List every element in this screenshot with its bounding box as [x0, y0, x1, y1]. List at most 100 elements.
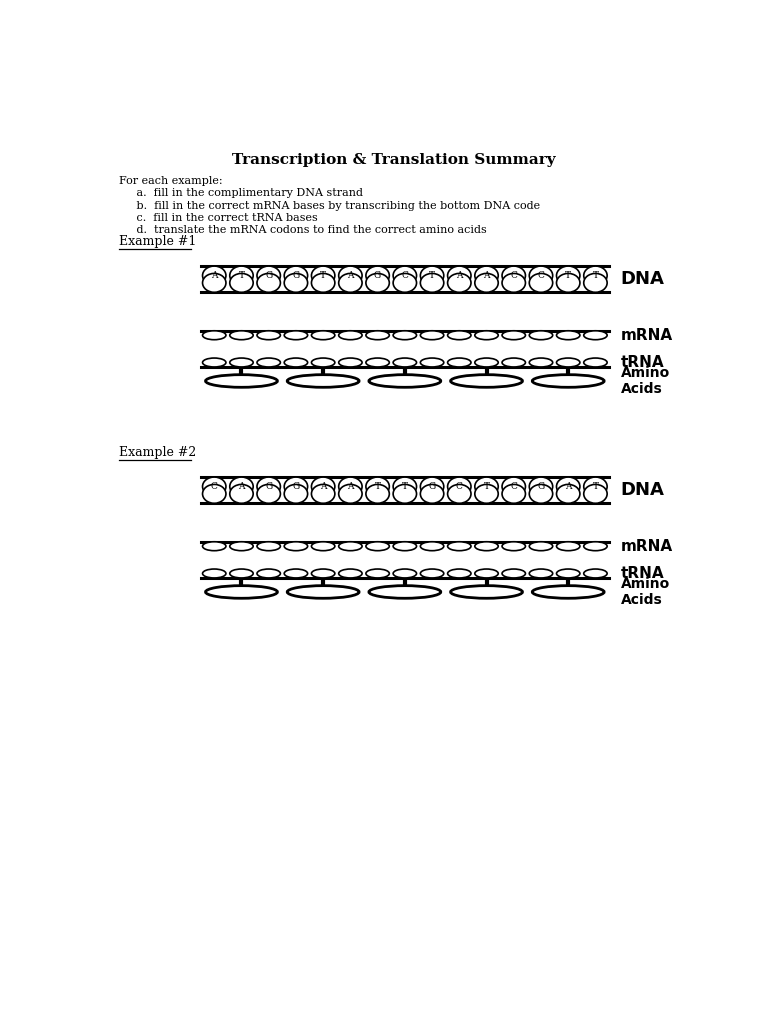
Ellipse shape — [502, 569, 525, 578]
Text: A: A — [565, 482, 571, 490]
Ellipse shape — [366, 266, 389, 285]
Ellipse shape — [284, 358, 308, 367]
Ellipse shape — [557, 484, 580, 503]
Ellipse shape — [529, 331, 553, 340]
Ellipse shape — [230, 569, 253, 578]
Text: For each example:: For each example: — [119, 176, 223, 186]
Text: Example #2: Example #2 — [119, 445, 197, 459]
Ellipse shape — [393, 477, 416, 496]
Ellipse shape — [339, 477, 362, 496]
Ellipse shape — [203, 542, 226, 551]
Ellipse shape — [230, 542, 253, 551]
Text: c.  fill in the correct tRNA bases: c. fill in the correct tRNA bases — [119, 213, 318, 223]
Text: G: G — [265, 482, 273, 490]
Ellipse shape — [257, 542, 280, 551]
Ellipse shape — [339, 542, 362, 551]
Ellipse shape — [312, 358, 335, 367]
Text: A: A — [347, 482, 353, 490]
Ellipse shape — [502, 477, 525, 496]
Ellipse shape — [284, 542, 308, 551]
Ellipse shape — [448, 358, 471, 367]
Ellipse shape — [203, 484, 226, 503]
Ellipse shape — [366, 484, 389, 503]
Ellipse shape — [420, 542, 444, 551]
Ellipse shape — [393, 273, 416, 292]
Ellipse shape — [366, 569, 389, 578]
Ellipse shape — [475, 331, 498, 340]
Ellipse shape — [230, 266, 253, 285]
Text: A: A — [347, 271, 353, 280]
Ellipse shape — [257, 569, 280, 578]
Ellipse shape — [203, 358, 226, 367]
Ellipse shape — [257, 273, 280, 292]
Ellipse shape — [393, 331, 416, 340]
Ellipse shape — [502, 484, 525, 503]
Ellipse shape — [257, 358, 280, 367]
Text: DNA: DNA — [621, 270, 664, 288]
Text: C: C — [510, 482, 517, 490]
Text: DNA: DNA — [621, 481, 664, 499]
Ellipse shape — [502, 542, 525, 551]
Ellipse shape — [339, 358, 362, 367]
Ellipse shape — [312, 542, 335, 551]
Ellipse shape — [475, 266, 498, 285]
Ellipse shape — [203, 273, 226, 292]
Text: T: T — [239, 271, 244, 280]
Ellipse shape — [287, 586, 359, 598]
Ellipse shape — [448, 542, 471, 551]
Ellipse shape — [529, 266, 553, 285]
Ellipse shape — [257, 477, 280, 496]
Ellipse shape — [557, 331, 580, 340]
Text: mRNA: mRNA — [621, 328, 673, 343]
Ellipse shape — [584, 484, 607, 503]
Ellipse shape — [339, 273, 362, 292]
Ellipse shape — [339, 266, 362, 285]
Ellipse shape — [366, 477, 389, 496]
Ellipse shape — [257, 331, 280, 340]
Text: tRNA: tRNA — [621, 355, 664, 370]
Ellipse shape — [284, 273, 308, 292]
Text: T: T — [565, 271, 571, 280]
Ellipse shape — [557, 569, 580, 578]
Ellipse shape — [557, 358, 580, 367]
Text: A: A — [320, 482, 326, 490]
Ellipse shape — [203, 569, 226, 578]
Ellipse shape — [448, 331, 471, 340]
Ellipse shape — [475, 477, 498, 496]
Text: C: C — [456, 482, 463, 490]
Ellipse shape — [475, 484, 498, 503]
Text: C: C — [402, 271, 409, 280]
Ellipse shape — [230, 484, 253, 503]
Ellipse shape — [369, 586, 441, 598]
Ellipse shape — [366, 331, 389, 340]
Ellipse shape — [584, 273, 607, 292]
Ellipse shape — [369, 375, 441, 387]
Text: T: T — [402, 482, 408, 490]
Ellipse shape — [393, 484, 416, 503]
Ellipse shape — [230, 273, 253, 292]
Ellipse shape — [502, 266, 525, 285]
Ellipse shape — [420, 331, 444, 340]
Ellipse shape — [584, 542, 607, 551]
Ellipse shape — [257, 266, 280, 285]
Ellipse shape — [420, 358, 444, 367]
Ellipse shape — [475, 273, 498, 292]
Ellipse shape — [557, 273, 580, 292]
Ellipse shape — [529, 484, 553, 503]
Ellipse shape — [312, 477, 335, 496]
Text: T: T — [592, 271, 598, 280]
Text: A: A — [483, 271, 490, 280]
Text: T: T — [375, 482, 381, 490]
Ellipse shape — [584, 266, 607, 285]
Ellipse shape — [284, 331, 308, 340]
Ellipse shape — [532, 375, 604, 387]
Ellipse shape — [529, 542, 553, 551]
Ellipse shape — [475, 358, 498, 367]
Ellipse shape — [284, 569, 308, 578]
Text: G: G — [293, 271, 300, 280]
Ellipse shape — [420, 477, 444, 496]
Text: mRNA: mRNA — [621, 539, 673, 554]
Ellipse shape — [284, 477, 308, 496]
Ellipse shape — [339, 331, 362, 340]
Text: T: T — [429, 271, 435, 280]
